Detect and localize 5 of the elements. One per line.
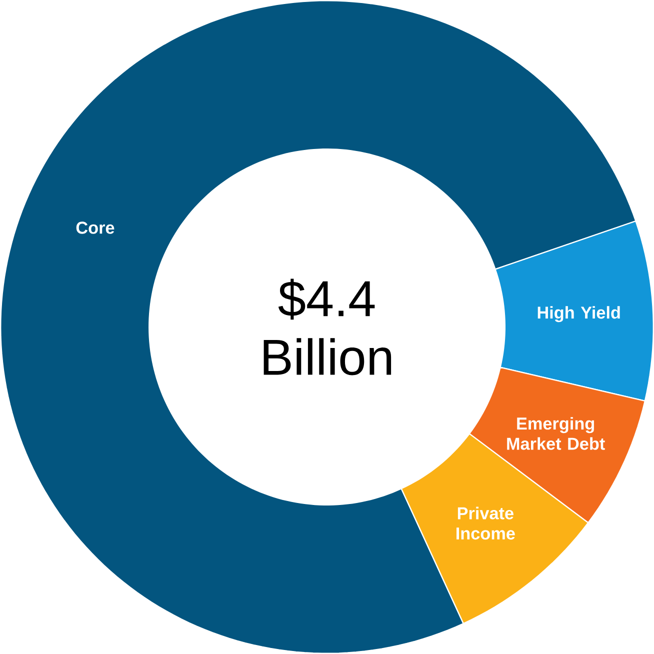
text: $4.4 Billion <box>264 278 392 376</box>
slice-label: Core <box>76 222 114 234</box>
slice-label: Emerging Market Debt <box>507 417 605 450</box>
slice-label: High Yield <box>538 306 620 322</box>
slice-label: Private Income <box>456 506 515 540</box>
